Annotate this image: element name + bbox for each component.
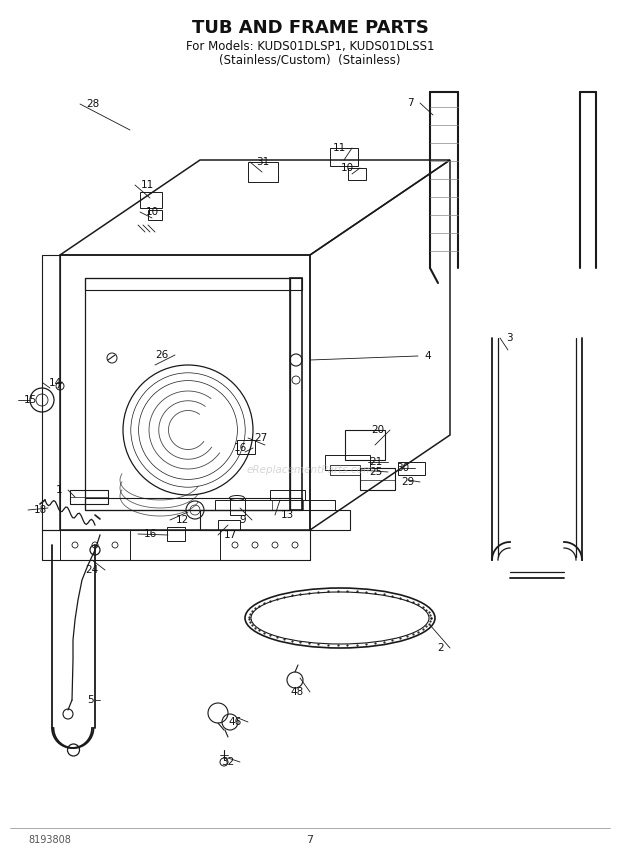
- Text: 16: 16: [144, 529, 157, 539]
- Text: 21: 21: [369, 457, 382, 467]
- Text: 28: 28: [86, 99, 99, 109]
- Text: 26: 26: [156, 350, 169, 360]
- Text: TUB AND FRAME PARTS: TUB AND FRAME PARTS: [192, 19, 428, 37]
- Text: For Models: KUDS01DLSP1, KUDS01DLSS1: For Models: KUDS01DLSP1, KUDS01DLSS1: [186, 39, 434, 52]
- Text: 48: 48: [291, 687, 304, 697]
- Bar: [148, 210, 162, 220]
- Bar: [237, 440, 255, 454]
- Text: 8193808: 8193808: [28, 835, 71, 845]
- Text: 16: 16: [234, 443, 247, 453]
- Bar: [140, 192, 162, 208]
- Text: 18: 18: [34, 505, 47, 515]
- Text: 24: 24: [86, 565, 99, 575]
- Text: 1: 1: [55, 485, 62, 495]
- Text: 46: 46: [229, 717, 242, 727]
- Bar: [167, 527, 185, 541]
- Text: 11: 11: [141, 180, 154, 190]
- Bar: [348, 168, 366, 180]
- Text: 32: 32: [221, 757, 234, 767]
- Text: 25: 25: [369, 467, 382, 477]
- Bar: [330, 148, 358, 166]
- Text: 12: 12: [176, 515, 189, 525]
- Text: 13: 13: [281, 510, 294, 520]
- Text: 9: 9: [239, 515, 246, 525]
- Bar: [70, 490, 108, 504]
- Text: 11: 11: [333, 143, 346, 153]
- Text: 20: 20: [371, 425, 384, 435]
- Text: 17: 17: [224, 530, 237, 540]
- Text: 15: 15: [24, 395, 37, 405]
- Text: eReplacementParts.com: eReplacementParts.com: [246, 465, 374, 475]
- Text: (Stainless/Custom)  (Stainless): (Stainless/Custom) (Stainless): [219, 54, 401, 67]
- Bar: [248, 162, 278, 182]
- Text: 3: 3: [506, 333, 513, 343]
- Text: 10: 10: [146, 207, 159, 217]
- Text: 2: 2: [437, 643, 444, 653]
- Text: 30: 30: [396, 463, 409, 473]
- Text: 7: 7: [306, 835, 314, 845]
- Text: 5: 5: [87, 695, 94, 705]
- Text: 31: 31: [256, 157, 269, 167]
- Text: 7: 7: [407, 98, 414, 108]
- Text: 27: 27: [254, 433, 267, 443]
- Text: 10: 10: [341, 163, 354, 173]
- Text: 4: 4: [424, 351, 431, 361]
- Text: 14: 14: [49, 378, 62, 388]
- Text: 29: 29: [401, 477, 414, 487]
